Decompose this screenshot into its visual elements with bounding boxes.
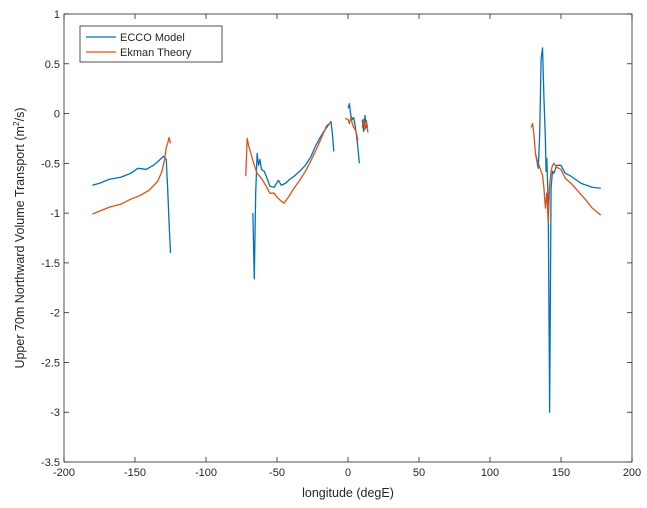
series-line-ekman-theory: [361, 118, 369, 133]
series-line-ecco-model: [92, 155, 172, 253]
y-tick-label: -2: [50, 308, 60, 320]
y-tick-label: -1: [50, 208, 60, 220]
x-tick-label: -150: [124, 467, 146, 479]
legend-label-ekman-theory: Ekman Theory: [120, 47, 192, 59]
series-line-ekman-theory: [530, 122, 602, 224]
x-tick-label: 50: [413, 467, 425, 479]
y-tick-label: 0: [54, 109, 60, 121]
axis-ticks: [63, 13, 633, 463]
series-line-ecco-model: [347, 102, 361, 164]
x-tick-label: 200: [623, 467, 641, 479]
x-tick-label: -50: [269, 467, 285, 479]
x-tick-label: -200: [53, 467, 75, 479]
x-tick-label: 0: [345, 467, 351, 479]
y-tick-label: -0.5: [41, 158, 60, 170]
legend-label-ecco-model: ECCO Model: [120, 32, 185, 44]
series-lines: [92, 47, 602, 413]
y-tick-labels: 1 0.5 0 -0.5 -1 -1.5 -2 -2.5 -3 -3.5: [41, 9, 60, 469]
y-axis-label-superscript: 2: [11, 121, 21, 126]
x-axis-label: longitude (degE): [302, 486, 394, 500]
y-axis-label-prefix: Upper 70m Northward Volume Transport (m: [13, 126, 27, 368]
series-line-ecco-model: [534, 47, 601, 413]
y-tick-label: -3.5: [41, 457, 60, 469]
series-line-ekman-theory: [344, 116, 359, 141]
plot-area: [63, 13, 633, 463]
y-axis-label: Upper 70m Northward Volume Transport (m2…: [11, 107, 27, 368]
y-tick-label: -1.5: [41, 258, 60, 270]
y-tick-label: 1: [54, 9, 60, 21]
y-tick-label: 0.5: [45, 59, 60, 71]
legend-box: [79, 25, 223, 63]
x-tick-label: 150: [552, 467, 570, 479]
x-tick-labels: -200 -150 -100 -50 0 50 100 150 200: [53, 467, 641, 479]
y-tick-label: -2.5: [41, 357, 60, 369]
y-tick-label: -3: [50, 407, 60, 419]
series-line-ekman-theory: [92, 136, 172, 215]
y-axis-label-suffix: /s): [13, 107, 27, 121]
x-tick-label: 100: [481, 467, 499, 479]
series-line-ekman-theory: [245, 121, 332, 204]
x-tick-label: -100: [195, 467, 217, 479]
legend: ECCO Model Ekman Theory: [79, 25, 223, 63]
